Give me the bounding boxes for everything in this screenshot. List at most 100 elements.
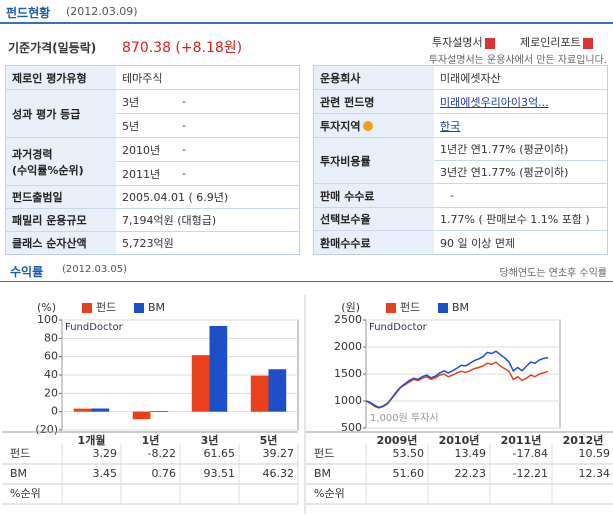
- value: 90 일 이상 면제: [440, 236, 516, 250]
- legend-label: BM: [148, 301, 165, 314]
- row-label: 펀드: [10, 447, 30, 460]
- value: -: [434, 184, 607, 208]
- value: -: [176, 90, 299, 114]
- link-text[interactable]: 투자설명서: [432, 36, 483, 49]
- bar: [250, 375, 269, 412]
- y-tick-label: 1000: [334, 394, 362, 407]
- x-tick-label: 1년: [142, 433, 160, 447]
- legend-swatch: [82, 303, 92, 313]
- label: 판매 수수료: [314, 184, 434, 208]
- label: 관련 펀드명: [314, 90, 434, 114]
- value: 5,723억원: [122, 237, 174, 250]
- table-value: 22.23: [455, 467, 487, 480]
- link[interactable]: 투자설명서: [432, 34, 495, 50]
- row-label: 펀드: [314, 447, 334, 460]
- link-text[interactable]: 제로인리포트: [520, 36, 581, 49]
- x-tick-label: 5년: [260, 433, 278, 447]
- legend-label: 펀드: [96, 301, 116, 314]
- right-table: 운용회사 미래에셋자산 관련 펀드명 미래에셋우리아이3억... 투자지역 한국…: [313, 65, 608, 255]
- watermark: FundDoctor: [369, 322, 428, 333]
- rule: [0, 22, 613, 24]
- legend-swatch: [438, 303, 448, 313]
- table-value: -17.84: [513, 447, 548, 460]
- label: 패밀리 운용규모: [6, 209, 116, 232]
- column-label: 2011년: [501, 433, 542, 447]
- left-table: 제로인 평가유형 테마주식 성과 평가 등급 3년 - 5년 - 과거경력 (수익…: [5, 65, 300, 255]
- column-label: 2012년: [563, 433, 604, 447]
- pdf-icon: [582, 37, 593, 49]
- table-value: 0.76: [152, 467, 177, 480]
- section-title: 펀드현황: [6, 6, 51, 20]
- note: 투자설명서는 운용사에서 만든 자료입니다.: [428, 55, 607, 66]
- table-value: 46.32: [263, 467, 295, 480]
- column-label: 2010년: [439, 433, 480, 447]
- column-label: 2009년: [377, 433, 418, 447]
- label-text: 투자지역: [320, 119, 361, 133]
- table-value: -8.22: [148, 447, 176, 460]
- y-tick-label: 20: [44, 386, 58, 399]
- legend-swatch: [134, 303, 144, 313]
- value: 2010년: [116, 138, 176, 162]
- region-link[interactable]: 한국: [440, 119, 461, 133]
- label: 투자지역: [314, 114, 434, 138]
- y-tick-label: 1500: [334, 367, 362, 380]
- table-value: 3.29: [93, 447, 118, 460]
- value: 7,194억원 (대형급): [116, 209, 299, 232]
- label-line: 과거경력: [12, 147, 53, 161]
- row-label: BM: [10, 467, 27, 480]
- value: 테마주식: [116, 66, 299, 90]
- value: 3년: [116, 90, 176, 114]
- label: 성과 평가 등급: [6, 90, 116, 138]
- watermark: FundDoctor: [65, 322, 124, 333]
- value: 미래에셋자산: [434, 66, 607, 90]
- row-label: %순위: [10, 487, 41, 500]
- pdf-icon: [484, 37, 495, 49]
- label: 투자비용률: [314, 138, 434, 184]
- row-label: BM: [314, 467, 331, 480]
- info-icon: [363, 120, 374, 131]
- link[interactable]: 제로인리포트: [520, 34, 593, 50]
- label: 선택보수율: [314, 208, 434, 231]
- note: 당해연도는 연초후 수익률: [499, 268, 607, 279]
- value: -: [176, 114, 299, 138]
- legend-swatch: [386, 303, 396, 313]
- value: 1.77% ( 판매보수 1.1% 포함 ): [434, 208, 607, 231]
- value: 2005.04.01 ( 6.9년): [116, 186, 299, 209]
- y-tick-label: 100: [37, 313, 58, 326]
- table-value: 12.34: [579, 467, 611, 480]
- y-tick-label: 2500: [334, 313, 362, 326]
- price-value: 870.38 (+8.18원): [122, 40, 243, 56]
- table-value: 13.49: [455, 447, 487, 460]
- label-line: (수익률%순위): [12, 163, 84, 177]
- value: 1년간 연1.77% (평균이하): [434, 138, 607, 161]
- value: -: [176, 138, 299, 162]
- fund-link[interactable]: 미래에셋우리아이3억...: [440, 95, 549, 109]
- bar: [268, 369, 287, 412]
- table-value: 39.27: [263, 447, 295, 460]
- table-value: 93.51: [204, 467, 236, 480]
- y-unit: (원): [341, 301, 360, 314]
- row-label: %순위: [314, 487, 345, 500]
- x-tick-label: 3년: [201, 433, 219, 447]
- bar: [73, 408, 92, 412]
- table-value: 3.45: [93, 467, 118, 480]
- value: 5년: [116, 114, 176, 138]
- table-value: -12.21: [513, 467, 548, 480]
- label: 제로인 평가유형: [6, 66, 116, 90]
- price-label: 기준가격(일등락): [8, 41, 97, 55]
- watermark: 1,000원 투자시: [370, 412, 439, 424]
- bar: [150, 410, 169, 412]
- value: 미래에셋우리아이3억...: [434, 90, 607, 114]
- bar: [191, 355, 210, 412]
- table-value: 10.59: [579, 447, 611, 460]
- bar: [132, 411, 151, 420]
- y-tick-label: 80: [44, 331, 58, 344]
- legend-label: 펀드: [400, 301, 420, 314]
- rule: [0, 281, 613, 282]
- y-tick-label: 40: [44, 368, 58, 381]
- label: 운용회사: [314, 66, 434, 90]
- bar: [91, 408, 110, 412]
- value: 3년간 연1.77% (평균이하): [434, 161, 607, 184]
- y-tick-label: 500: [341, 421, 362, 434]
